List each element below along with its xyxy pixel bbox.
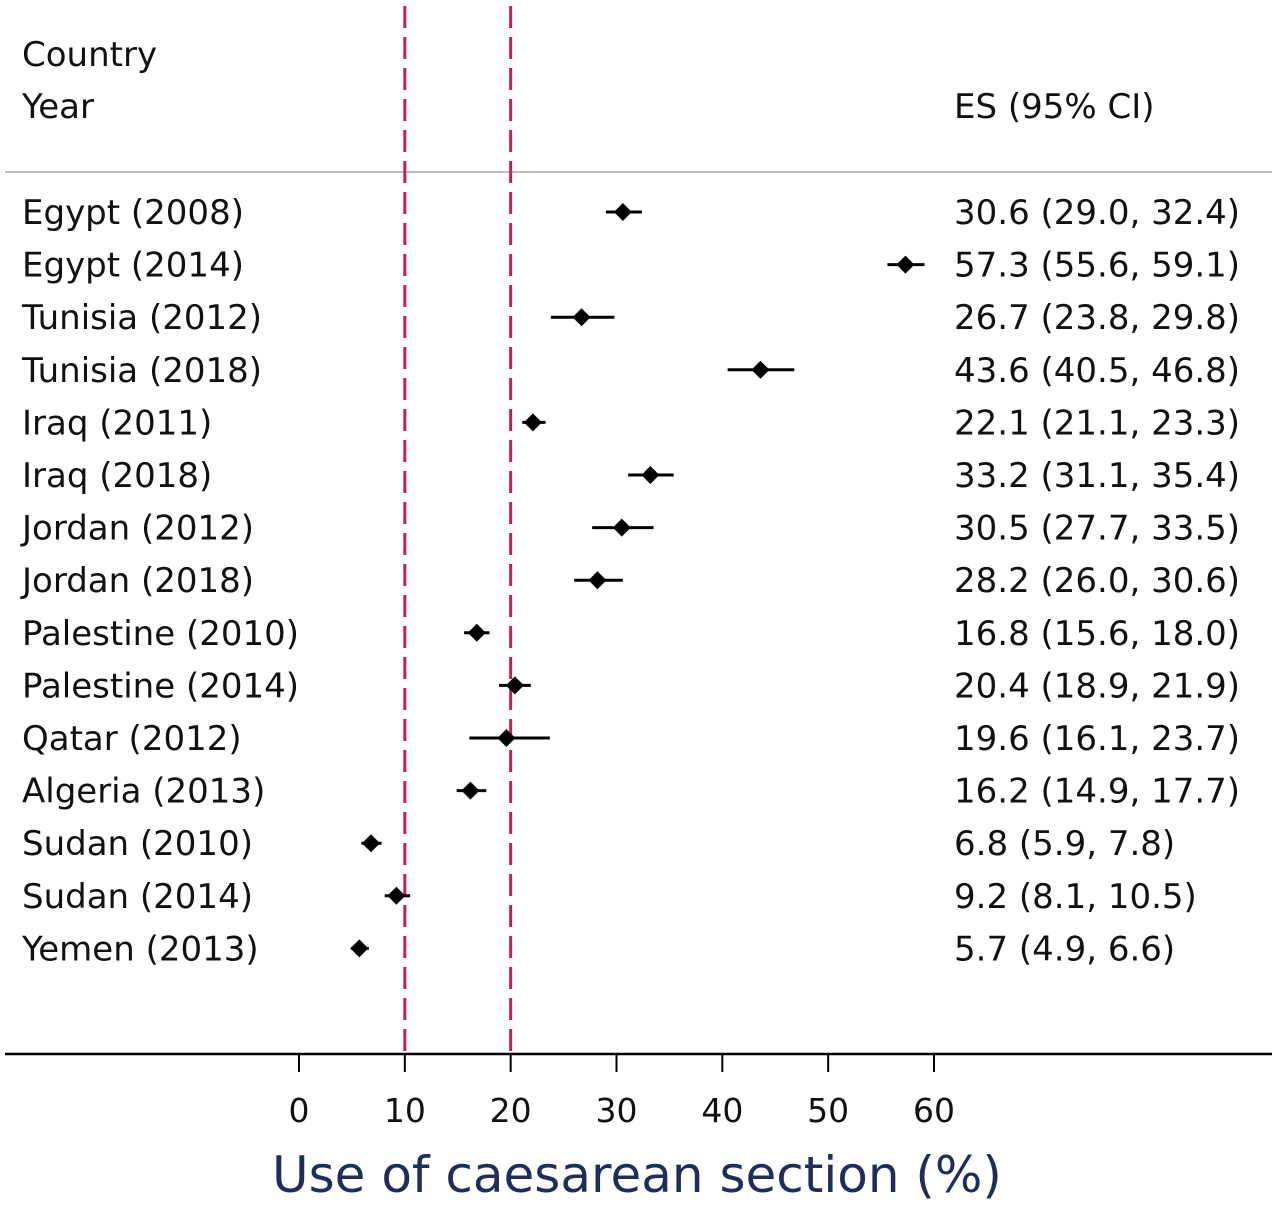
- x-tick-label: 40: [701, 1091, 743, 1130]
- point-estimate-marker: [523, 413, 542, 432]
- study-rows: Egypt (2008) 30.6 (29.0, 32.4) Egypt (2014…: [20, 193, 1240, 969]
- estimate-ci-text: 16.8 (15.6, 18.0): [954, 614, 1240, 654]
- estimate-ci-text: 33.2 (31.1, 35.4): [954, 456, 1240, 496]
- header-es-ci: ES (95% CI): [954, 87, 1155, 127]
- estimate-ci-text: 30.6 (29.0, 32.4): [954, 193, 1240, 233]
- estimate-ci-text: 5.7 (4.9, 6.6): [954, 929, 1175, 969]
- estimate-ci-text: 9.2 (8.1, 10.5): [954, 877, 1197, 917]
- x-tick-label: 50: [807, 1091, 849, 1130]
- study-label: Yemen (2013): [21, 929, 259, 969]
- study-row: Jordan (2018) 28.2 (26.0, 30.6): [20, 561, 1240, 601]
- study-label: Iraq (2011): [22, 403, 212, 443]
- x-tick-label: 0: [289, 1091, 310, 1130]
- study-label: Sudan (2010): [22, 824, 253, 864]
- x-tick-label: 10: [384, 1091, 426, 1130]
- estimate-ci-text: 28.2 (26.0, 30.6): [954, 561, 1240, 601]
- study-row: Egypt (2008) 30.6 (29.0, 32.4): [22, 193, 1240, 233]
- study-label: Sudan (2014): [22, 877, 253, 917]
- point-estimate-marker: [467, 623, 486, 642]
- x-axis-title: Use of caesarean section (%): [272, 1146, 1002, 1204]
- study-row: Qatar (2012) 19.6 (16.1, 23.7): [22, 719, 1240, 759]
- study-row: Iraq (2018) 33.2 (31.1, 35.4): [22, 456, 1240, 496]
- study-label: Jordan (2012): [20, 509, 254, 549]
- study-label: Palestine (2014): [22, 666, 299, 706]
- point-estimate-marker: [361, 834, 380, 853]
- study-row: Palestine (2010) 16.8 (15.6, 18.0): [22, 614, 1240, 654]
- estimate-ci-text: 16.2 (14.9, 17.7): [954, 772, 1240, 812]
- study-label: Tunisia (2018): [21, 351, 262, 391]
- estimate-ci-text: 43.6 (40.5, 46.8): [954, 351, 1240, 391]
- point-estimate-marker: [751, 360, 770, 379]
- estimate-ci-text: 20.4 (18.9, 21.9): [954, 666, 1240, 706]
- reference-lines: [403, 6, 513, 1054]
- header-year: Year: [21, 87, 94, 127]
- point-estimate-marker: [461, 781, 480, 800]
- study-row: Egypt (2014) 57.3 (55.6, 59.1): [22, 246, 1240, 286]
- estimate-ci-text: 6.8 (5.9, 7.8): [954, 824, 1175, 864]
- study-row: Tunisia (2018) 43.6 (40.5, 46.8): [21, 351, 1240, 391]
- study-row: Iraq (2011) 22.1 (21.1, 23.3): [22, 403, 1240, 443]
- estimate-ci-text: 30.5 (27.7, 33.5): [954, 509, 1240, 549]
- study-row: Sudan (2014) 9.2 (8.1, 10.5): [22, 877, 1197, 917]
- estimate-ci-text: 57.3 (55.6, 59.1): [954, 246, 1240, 286]
- study-label: Tunisia (2012): [21, 298, 262, 338]
- study-label: Palestine (2010): [22, 614, 299, 654]
- point-estimate-marker: [612, 518, 631, 537]
- point-estimate-marker: [387, 886, 406, 905]
- point-estimate-marker: [497, 729, 516, 747]
- study-label: Iraq (2018): [22, 456, 212, 496]
- estimate-ci-text: 19.6 (16.1, 23.7): [954, 719, 1240, 759]
- header-country: Country: [22, 35, 157, 75]
- study-label: Egypt (2014): [22, 246, 244, 286]
- study-row: Sudan (2010) 6.8 (5.9, 7.8): [22, 824, 1175, 864]
- study-label: Qatar (2012): [22, 719, 242, 759]
- point-estimate-marker: [572, 308, 591, 327]
- point-estimate-marker: [896, 255, 915, 274]
- study-label: Egypt (2008): [22, 193, 244, 233]
- study-row: Algeria (2013) 16.2 (14.9, 17.7): [22, 772, 1240, 812]
- study-label: Jordan (2018): [20, 561, 254, 601]
- estimate-ci-text: 26.7 (23.8, 29.8): [954, 298, 1240, 338]
- study-row: Jordan (2012) 30.5 (27.7, 33.5): [20, 509, 1240, 549]
- x-tick-label: 60: [913, 1091, 955, 1130]
- study-row: Tunisia (2012) 26.7 (23.8, 29.8): [21, 298, 1240, 338]
- point-estimate-marker: [641, 466, 660, 484]
- study-row: Palestine (2014) 20.4 (18.9, 21.9): [22, 666, 1240, 706]
- study-row: Yemen (2013) 5.7 (4.9, 6.6): [21, 929, 1175, 969]
- estimate-ci-text: 22.1 (21.1, 23.3): [954, 403, 1240, 443]
- x-axis-ticks: 0 10 20 30 40 50 60: [289, 1054, 955, 1130]
- point-estimate-marker: [350, 939, 369, 958]
- x-tick-label: 20: [490, 1091, 532, 1130]
- point-estimate-marker: [505, 676, 524, 695]
- point-estimate-marker: [613, 203, 632, 221]
- point-estimate-marker: [588, 571, 607, 590]
- x-tick-label: 30: [596, 1091, 638, 1130]
- study-label: Algeria (2013): [22, 772, 265, 812]
